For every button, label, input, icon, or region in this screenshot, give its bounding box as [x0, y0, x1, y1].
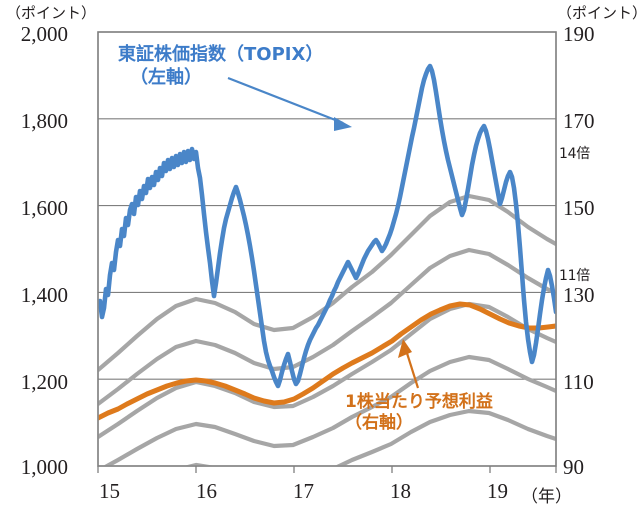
plot-frame	[97, 31, 557, 467]
x-tick-18: 18	[390, 479, 411, 503]
right-tick-130: 130	[563, 283, 595, 307]
topix-index-line	[98, 63, 556, 389]
right-axis-unit-label: （ポイント）	[557, 4, 640, 22]
plot-border	[97, 31, 557, 467]
x-tick-17: 17	[293, 479, 314, 503]
right-tick-150: 150	[563, 196, 595, 220]
x-axis-unit-label: （年）	[521, 487, 572, 507]
per-band-lines	[98, 193, 556, 466]
left-tick-1400: 1,400	[20, 283, 68, 307]
left-tick-1800: 1,800	[20, 109, 68, 133]
left-axis-unit-label: （ポイント）	[6, 4, 97, 22]
eps-series-annotation: 1株当たり予想利益 （右軸）	[345, 392, 493, 435]
per-band-15-line	[98, 193, 556, 372]
left-tick-1600: 1,600	[20, 196, 68, 220]
left-tick-1000: 1,000	[20, 455, 68, 479]
eps-annotation-line2: （右軸）	[345, 413, 413, 434]
left-tick-2000: 2,000	[20, 22, 68, 46]
x-tick-16: 16	[196, 479, 217, 503]
right-tick-110: 110	[563, 370, 594, 394]
topix-annotation-line2: （左軸）	[130, 66, 202, 88]
right-tick-90: 90	[563, 455, 584, 479]
eps-callout-arrow	[398, 339, 420, 389]
x-axis-ticks	[97, 466, 557, 473]
per-band-label-lower: 11倍	[559, 268, 590, 284]
right-tick-190: 190	[563, 22, 595, 46]
x-tick-19: 19	[487, 479, 508, 503]
left-tick-1200: 1,200	[20, 370, 68, 394]
per-band-12-line	[104, 354, 556, 466]
topix-series-annotation: 東証株価指数（TOPIX） （左軸）	[118, 44, 323, 89]
per-band-11-line	[186, 408, 556, 466]
per-band-13-line	[98, 301, 556, 439]
topix-callout-arrow	[227, 76, 352, 131]
per-band-14-line	[98, 247, 556, 406]
eps-forecast-line	[98, 301, 556, 421]
eps-annotation-line1: 1株当たり予想利益	[345, 392, 493, 412]
topix-annotation-line1: 東証株価指数（TOPIX）	[118, 44, 324, 65]
x-tick-15: 15	[99, 479, 120, 503]
per-band-label-upper: 14倍	[559, 146, 590, 162]
right-tick-170: 170	[563, 109, 595, 133]
